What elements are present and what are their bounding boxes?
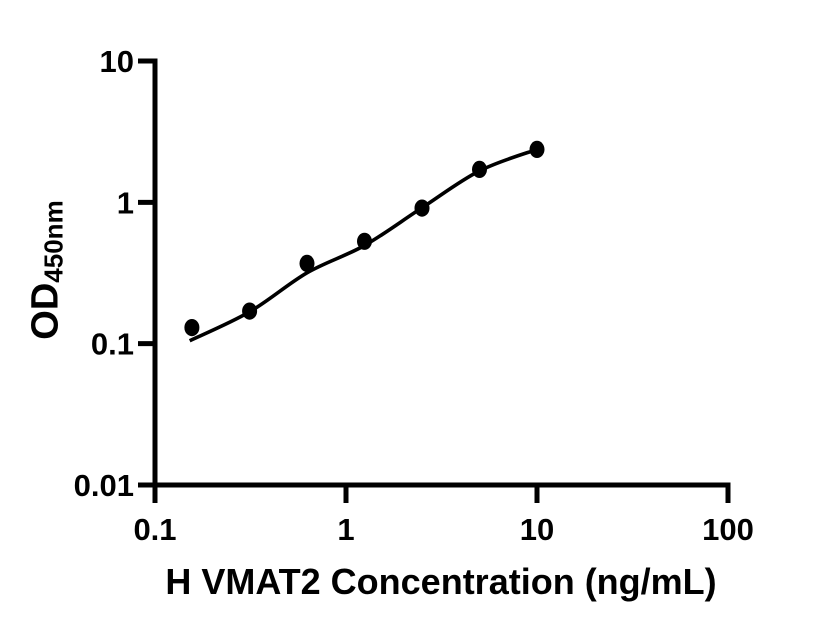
y-tick-label: 0.01 [74, 468, 134, 503]
y-axis-title-main: OD [24, 282, 67, 340]
data-point [184, 319, 200, 337]
data-point [299, 254, 315, 272]
x-tick-label: 100 [702, 512, 754, 547]
data-point [357, 232, 372, 250]
data-point [529, 140, 545, 158]
x-tick-label: 1 [337, 512, 354, 547]
y-axis-title: OD450nm [25, 200, 70, 339]
axes [138, 58, 731, 503]
data-point [472, 160, 487, 178]
y-tick-label: 10 [100, 44, 134, 79]
x-tick-label: 0.1 [133, 512, 176, 547]
data-point [242, 302, 258, 320]
y-axis-title-sub: 450nm [38, 200, 69, 283]
data-point [414, 199, 430, 217]
x-axis-title: H VMAT2 Concentration (ng/mL) [165, 561, 717, 602]
tick-labels: 10 1 0.1 0.01 0.1 1 10 100 [74, 44, 754, 547]
data-point-markers [184, 140, 545, 337]
y-tick-label: 0.1 [91, 327, 134, 362]
x-tick-label: 10 [520, 512, 554, 547]
y-tick-label: 1 [117, 185, 134, 220]
